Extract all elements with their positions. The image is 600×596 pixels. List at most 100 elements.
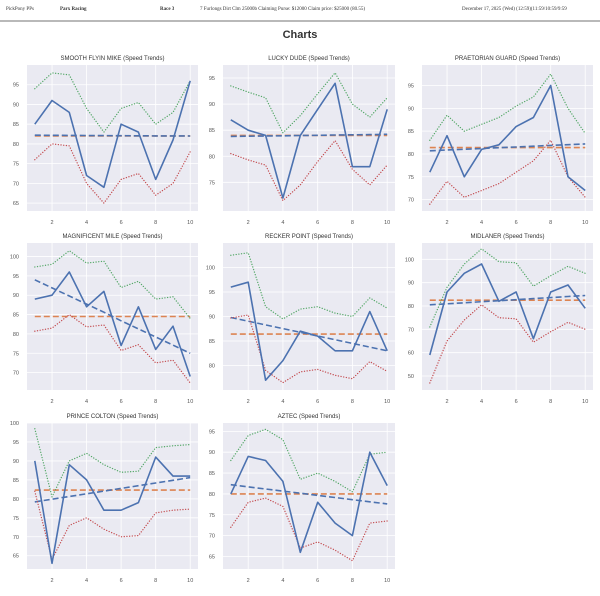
series-trend-line — [230, 483, 388, 505]
speed-trend-chart: 2 4 6 8 10 65 70 75 80 85 90 95 SMOOTH FLYIN MIKE (S… — [13, 56, 198, 226]
series-lower-line — [230, 139, 388, 202]
x-tick-label: 4 — [281, 220, 284, 226]
x-tick-label: 4 — [480, 399, 483, 405]
y-tick-label: 90 — [209, 450, 215, 456]
y-tick-label: 75 — [209, 180, 215, 186]
series-upper-line — [34, 72, 191, 133]
y-tick-label: 80 — [13, 497, 19, 503]
chart-title: RECKER POINT (Speed Trends) — [265, 234, 353, 240]
series-trend-line — [34, 476, 191, 503]
y-tick-label: 60 — [408, 351, 414, 357]
series-speed-line — [230, 451, 388, 554]
chart-title: AZTEC (Speed Trends) — [278, 414, 341, 420]
series-speed-line — [230, 82, 388, 199]
series-trend-line — [429, 294, 586, 306]
x-tick-label: 8 — [351, 578, 354, 584]
x-tick-label: 10 — [187, 220, 193, 226]
y-tick-label: 75 — [408, 175, 414, 181]
x-tick-label: 2 — [247, 399, 250, 405]
y-tick-label: 100 — [10, 255, 19, 261]
chart-title: SMOOTH FLYIN MIKE (Speed Trends) — [61, 56, 165, 62]
race-conditions: 7 Furlongs Dirt Clm 25000b Claiming Purs… — [200, 7, 365, 12]
chart-title: MIDLANER (Speed Trends) — [470, 234, 544, 240]
y-tick-label: 85 — [209, 471, 215, 477]
y-tick-label: 85 — [13, 478, 19, 484]
x-tick-label: 2 — [446, 220, 449, 226]
x-tick-label: 2 — [247, 220, 250, 226]
plot-area — [27, 65, 198, 211]
y-tick-label: 85 — [408, 129, 414, 135]
chart-title: MAGNIFICENT MILE (Speed Trends) — [63, 234, 163, 240]
y-tick-label: 70 — [13, 181, 19, 187]
series-speed-line — [34, 80, 191, 189]
x-tick-label: 8 — [154, 578, 157, 584]
x-tick-label: 10 — [384, 399, 390, 405]
series-trend-line — [34, 134, 191, 137]
y-tick-label: 80 — [209, 492, 215, 498]
series-upper-line — [230, 252, 388, 320]
x-tick-label: 4 — [85, 220, 88, 226]
y-tick-label: 90 — [13, 459, 19, 465]
y-tick-label: 95 — [408, 84, 414, 90]
x-tick-label: 6 — [316, 578, 319, 584]
x-tick-label: 2 — [51, 220, 54, 226]
x-tick-label: 8 — [154, 220, 157, 226]
y-tick-label: 90 — [209, 315, 215, 321]
y-tick-label: 95 — [13, 83, 19, 89]
series-upper-line — [230, 428, 388, 493]
y-tick-label: 75 — [13, 162, 19, 168]
series-lower-line — [34, 490, 191, 561]
series-lower-line — [34, 143, 191, 204]
page-title: Charts — [282, 29, 318, 41]
x-tick-label: 8 — [154, 399, 157, 405]
speed-trend-chart: 2 4 6 8 10 75 80 85 90 95 LUCKY DUDE (Speed Trends… — [209, 56, 395, 226]
series-upper-line — [34, 250, 191, 320]
series-lower-line — [429, 139, 586, 205]
y-tick-label: 80 — [408, 152, 414, 158]
y-tick-label: 50 — [408, 374, 414, 380]
race-date: December 17, 2025 (Wed) (12:59)(11:59/10… — [462, 7, 567, 12]
speed-trend-chart: 2 4 6 8 10 70 75 80 85 90 95 PRAETORIAN GUARD (Spee… — [408, 56, 593, 226]
x-tick-label: 10 — [187, 399, 193, 405]
series-lower-line — [230, 497, 388, 562]
y-tick-label: 95 — [209, 76, 215, 82]
y-tick-label: 80 — [13, 332, 19, 338]
x-tick-label: 4 — [281, 399, 284, 405]
y-tick-label: 75 — [13, 351, 19, 357]
speed-trend-chart: 2 4 6 8 10 65 70 75 80 85 90 95 100 PRINCE COLTON (Sp… — [10, 414, 198, 584]
series-speed-line — [34, 456, 191, 565]
series-upper-line — [230, 72, 388, 134]
series-lower-line — [230, 314, 388, 384]
x-tick-label: 6 — [120, 578, 123, 584]
y-tick-label: 85 — [13, 313, 19, 319]
chart-title: PRAETORIAN GUARD (Speed Trends) — [455, 56, 560, 62]
x-tick-label: 6 — [120, 399, 123, 405]
x-tick-label: 8 — [351, 220, 354, 226]
plot-area — [27, 423, 198, 569]
series-speed-line — [429, 84, 586, 192]
y-tick-label: 70 — [408, 327, 414, 333]
y-tick-label: 70 — [13, 371, 19, 377]
chart-title: LUCKY DUDE (Speed Trends) — [268, 56, 350, 62]
series-trend-line — [429, 143, 586, 152]
y-tick-label: 85 — [209, 128, 215, 134]
x-tick-label: 6 — [316, 220, 319, 226]
x-tick-label: 2 — [51, 399, 54, 405]
plot-area — [223, 65, 395, 211]
y-tick-label: 95 — [209, 429, 215, 435]
x-tick-label: 6 — [120, 220, 123, 226]
track-name: Parx Racing — [60, 7, 87, 12]
x-tick-label: 2 — [51, 578, 54, 584]
x-tick-label: 4 — [281, 578, 284, 584]
series-trend-line — [230, 133, 388, 138]
chart-title: PRINCE COLTON (Speed Trends) — [67, 414, 159, 420]
y-tick-label: 90 — [13, 293, 19, 299]
series-upper-line — [34, 428, 191, 498]
y-tick-label: 75 — [13, 516, 19, 522]
x-tick-label: 6 — [316, 399, 319, 405]
y-tick-label: 80 — [408, 304, 414, 310]
x-tick-label: 8 — [549, 399, 552, 405]
x-tick-label: 4 — [85, 578, 88, 584]
speed-trend-chart: 2 4 6 8 10 50 60 70 80 90 100 MIDLANER (Speed Trend… — [405, 234, 593, 405]
